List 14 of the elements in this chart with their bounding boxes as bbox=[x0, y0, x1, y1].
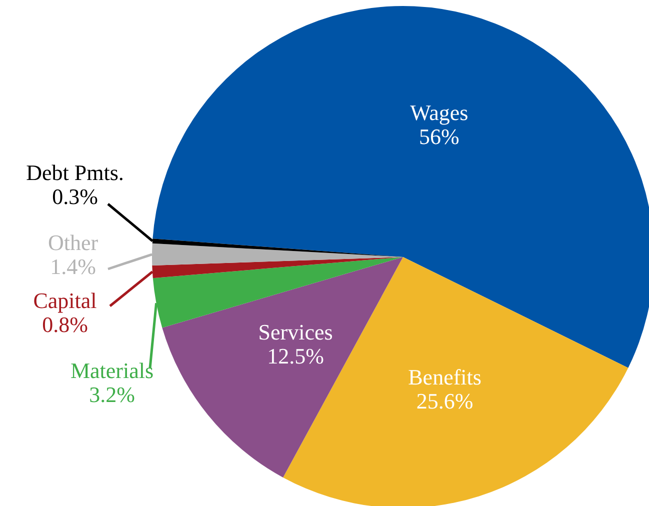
data-label: 0.8% bbox=[42, 312, 88, 337]
slice-label: Wages bbox=[410, 100, 468, 125]
data-label: 1.4% bbox=[50, 254, 96, 279]
slice-label: Other bbox=[48, 230, 99, 255]
slice-label: Capital bbox=[33, 288, 97, 313]
data-label: 25.6% bbox=[416, 388, 474, 414]
data-label: 12.5% bbox=[267, 344, 324, 369]
data-label: 0.3% bbox=[52, 184, 98, 209]
data-label: 56% bbox=[419, 124, 460, 149]
data-label: 3.2% bbox=[89, 382, 135, 407]
slice-label: Services bbox=[258, 320, 333, 345]
slice-label: Materials bbox=[70, 358, 154, 383]
slice-label: Benefits bbox=[408, 364, 482, 390]
slice-label: Debt Pmts. bbox=[26, 160, 124, 185]
